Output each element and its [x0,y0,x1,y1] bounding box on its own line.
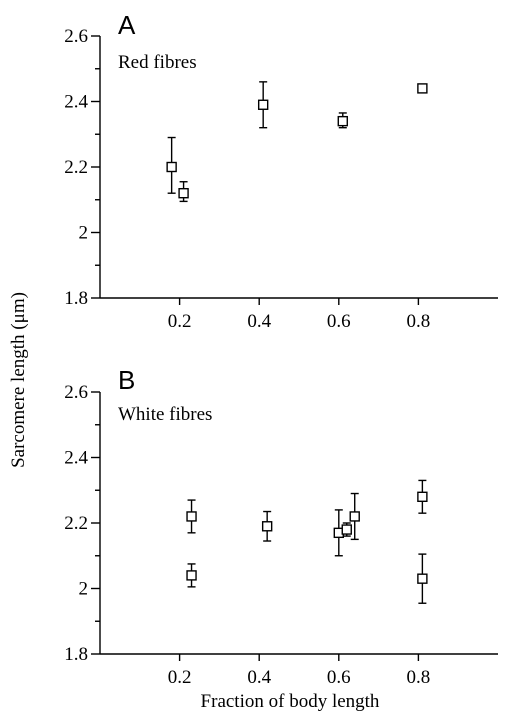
panel-a-y-tick-label: 2.2 [64,157,88,178]
panel-b-data-point [417,573,428,584]
panel-a-x-tick-label: 0.6 [327,311,351,332]
panel-b-y-tick-label: 1.8 [64,644,88,665]
panel-b-x-tick-label: 0.2 [168,667,192,688]
panel-b-plot: 1.8 2 2.2 2.4 2.6 0.2 0.4 0.6 0.8 [64,382,498,688]
panel-b-y-tick-label: 2 [79,579,89,600]
panel-b-data-point [349,511,360,522]
panel-b-y-tick-label: 2.6 [64,382,88,403]
panel-a-y-tick-label: 2.6 [64,26,88,47]
panel-a-data-point [178,187,189,199]
panel-a-plot: 1.8 2 2.2 2.4 2.6 0.2 0.4 0.6 0.8 [64,26,498,332]
panel-a-data-point [417,83,428,94]
panel-a-y-tick-label: 2.4 [64,92,88,113]
panel-b-subtitle: White fibres [118,404,212,425]
panel-b-data-point [186,570,197,581]
panel-b-data-point [186,511,197,522]
panel-a-x-tick-label: 0.4 [247,311,271,332]
panel-b-y-tick-label: 2.4 [64,448,88,469]
panel-a-letter: A [118,10,136,40]
panel-b-x-tick-label: 0.8 [407,667,431,688]
y-axis-title: Sarcomere length (μm) [8,292,29,468]
panel-a-subtitle: Red fibres [118,52,197,73]
panel-a-x-tick-label: 0.2 [168,311,192,332]
panel-b-x-tick-label: 0.6 [327,667,351,688]
panel-a-data-point [337,115,348,127]
panel-b-data-point [417,491,428,502]
panel-a-data-point [166,161,177,173]
panel-a-x-tick-label: 0.8 [407,311,431,332]
panel-b: B White fibres 1.8 2 2.2 2.4 2.6 0.2 0.4 0.6 0.8 [64,365,498,688]
x-axis-title: Fraction of body length [201,691,380,712]
panel-b-data-point [261,521,273,532]
panel-b-letter: B [118,365,135,395]
panel-a-y-tick-label: 1.8 [64,288,88,309]
panel-a-data-point [257,99,269,110]
panel-a: A Red fibres 1.8 2 2.2 2.4 2.6 0.2 0.4 0.6 0.8 [64,10,498,332]
panel-b-y-tick-label: 2.2 [64,513,88,534]
panel-b-x-tick-label: 0.4 [247,667,271,688]
panel-a-y-tick-label: 2 [79,223,89,244]
panel-b-data-point [341,524,352,535]
